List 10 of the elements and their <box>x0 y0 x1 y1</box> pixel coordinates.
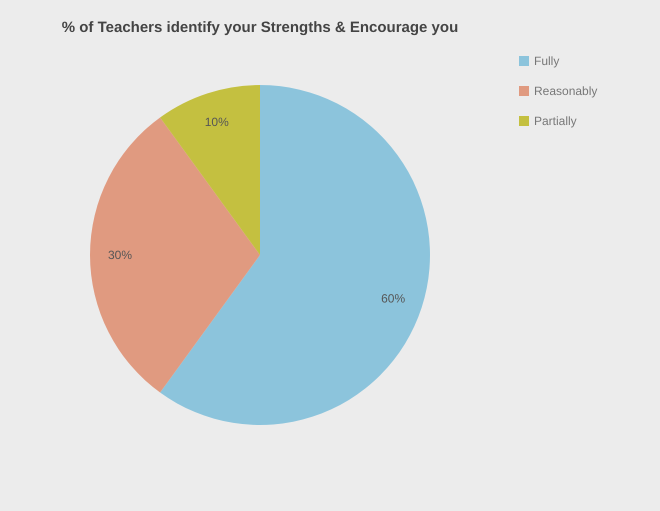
pie-slice <box>90 117 260 393</box>
chart-title: % of Teachers identify your Strengths & Encourage you <box>62 19 458 36</box>
data-label: 10% <box>204 114 230 129</box>
legend-label: Reasonably <box>534 84 598 98</box>
pie-slice <box>160 85 260 255</box>
legend-label: Partially <box>534 114 577 128</box>
data-label: 60% <box>381 291 406 306</box>
data-label: 30% <box>108 248 132 262</box>
legend-label: Fully <box>534 54 560 68</box>
pie-slice <box>160 85 430 425</box>
